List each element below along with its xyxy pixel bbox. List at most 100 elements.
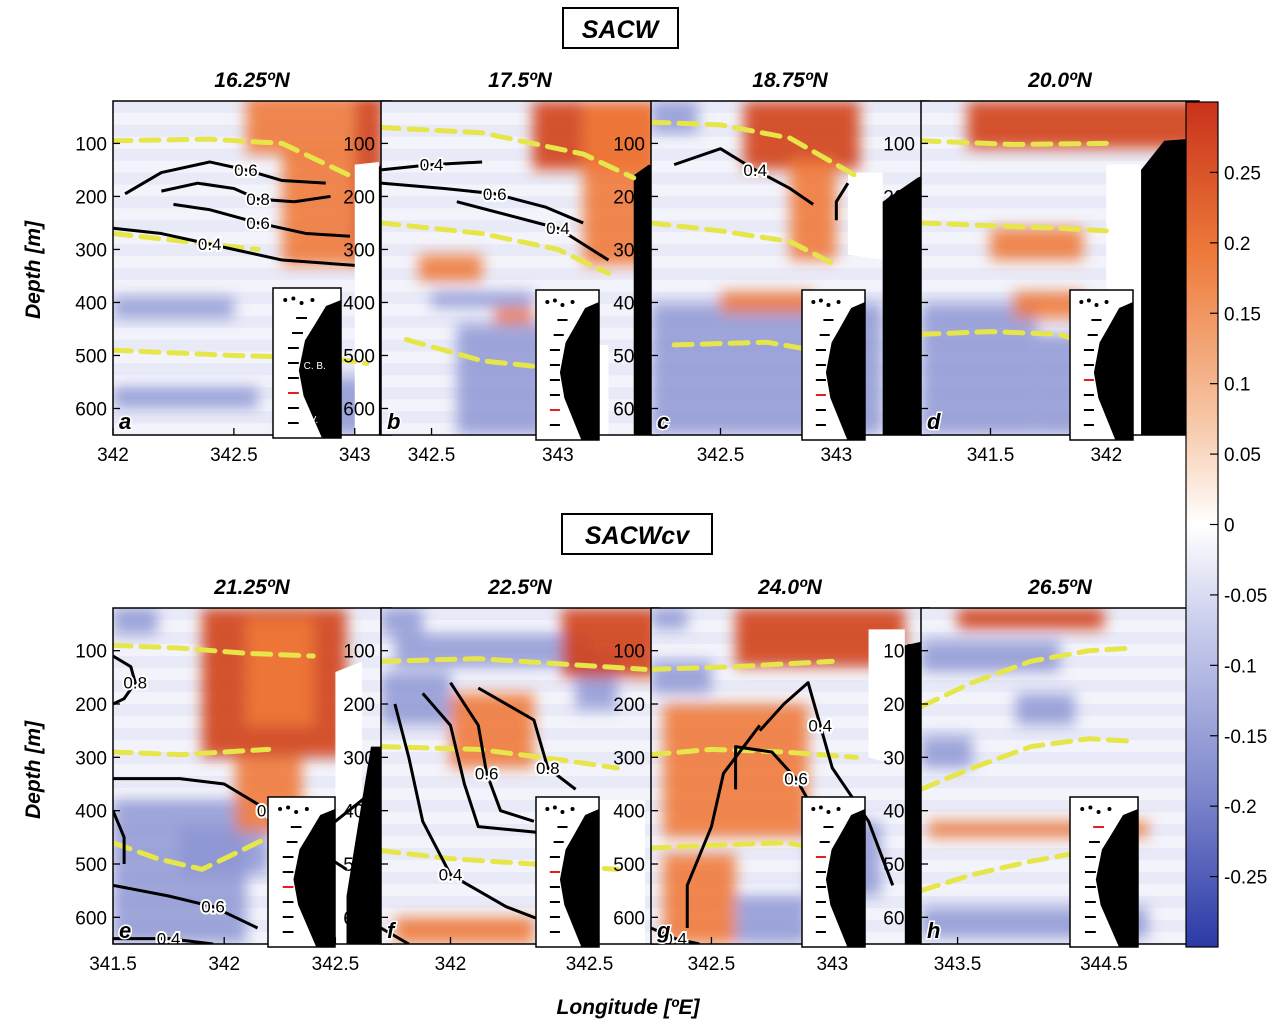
y-tick-label: 300 — [343, 748, 375, 769]
y-tick-label: 400 — [343, 293, 375, 314]
y-tick-label: 400 — [75, 293, 107, 314]
field-band — [921, 776, 1199, 788]
island-dot — [1096, 810, 1101, 814]
inset-label: C. B. — [304, 361, 326, 372]
no-data-area — [589, 800, 646, 944]
inset-map — [267, 796, 336, 948]
negative-anomaly — [113, 608, 158, 635]
y-tick-label: 100 — [613, 134, 645, 155]
y-tick-label: 500 — [883, 855, 915, 876]
contour-label: 0.4 — [808, 716, 832, 735]
island-dot — [811, 300, 816, 304]
x-tick-label: 342.5 — [408, 445, 456, 466]
contour-line — [685, 724, 761, 928]
contour-line — [651, 926, 700, 944]
island-dot — [552, 298, 557, 303]
panel-letter: g — [656, 918, 671, 943]
y-tick-label: 300 — [613, 240, 645, 261]
y-tick-label: 100 — [75, 642, 107, 663]
positive-anomaly — [245, 101, 355, 155]
coast-land — [825, 809, 865, 947]
field-band — [113, 172, 391, 185]
negative-anomaly — [651, 101, 698, 133]
panel-field: 0.6 0.8 0.6 0.4 — [113, 101, 391, 435]
field-band — [113, 291, 391, 304]
y-tick-label: 300 — [883, 240, 915, 261]
island-dot — [304, 807, 309, 811]
positive-anomaly — [494, 307, 533, 324]
field-band — [381, 124, 659, 137]
island-dot — [294, 810, 299, 814]
island-dot — [545, 300, 550, 304]
positive-anomaly — [957, 608, 1104, 630]
y-tick-label: 600 — [75, 908, 107, 929]
island-dot — [1104, 300, 1109, 304]
island-dot — [818, 805, 823, 810]
x-tick-label: 343.5 — [934, 954, 982, 975]
colorbar-tick-label: 0.2 — [1224, 234, 1250, 255]
field-band — [921, 728, 1199, 740]
negative-anomaly — [921, 640, 1060, 672]
panel-title: 26.5ºN — [1027, 576, 1093, 599]
x-tick-label: 342 — [1090, 445, 1122, 466]
water-mass-boundary — [381, 744, 620, 771]
field-band — [113, 339, 391, 352]
water-mass-boundary — [921, 736, 1136, 792]
island-dot — [1086, 298, 1091, 303]
field-band — [921, 148, 1199, 161]
group-title-sacwcv: SACWcv — [561, 513, 713, 555]
inset-map — [535, 796, 600, 948]
island-dot — [826, 303, 831, 307]
panel-title: 24.0ºN — [757, 576, 823, 599]
coast-land — [559, 302, 599, 440]
island-dot — [1080, 807, 1085, 811]
panel-e: 0.80.80.60.421.25ºNe10020030040050060034… — [75, 576, 392, 975]
island-dot — [1094, 303, 1099, 307]
inset-map — [801, 289, 866, 441]
coast-land — [1095, 809, 1138, 947]
panel-c: 0.4 18.75ºN c 100 200 300 400 500 600 342.5 343 — [613, 69, 930, 466]
water-mass-boundary — [651, 658, 835, 672]
coast-land — [825, 302, 865, 440]
water-mass-boundary — [113, 231, 261, 252]
contour-line — [393, 703, 563, 930]
contour-line — [161, 181, 331, 204]
x-tick-label: 343 — [339, 445, 371, 466]
panel-field — [921, 101, 1199, 435]
y-tick-label: 100 — [75, 134, 107, 155]
negative-anomaly — [113, 297, 234, 319]
panel-letter: h — [927, 918, 940, 943]
contour-line — [456, 200, 610, 262]
contour-line — [173, 202, 350, 238]
no-data-area — [354, 161, 379, 435]
contour-label: 0.4 — [157, 930, 181, 949]
island-dot — [278, 807, 283, 811]
coast-land — [293, 809, 335, 947]
y-tick-label: 500 — [75, 346, 107, 367]
island-dot — [570, 807, 575, 811]
colorbar-tick-label: 0 — [1224, 516, 1235, 537]
panel-h: 26.5ºN h 100 200 300 400 500 600 343.5 344.5 — [883, 576, 1200, 975]
contour-label: 0.4 — [439, 866, 463, 885]
y-tick-label: 500 — [613, 855, 645, 876]
y-tick-label: 200 — [75, 695, 107, 716]
field-band — [381, 172, 659, 185]
coast-land — [298, 300, 341, 438]
x-tick-label: 342.5 — [697, 445, 745, 466]
contour-line — [113, 810, 126, 864]
y-tick-label: 200 — [883, 695, 915, 716]
positive-anomaly — [282, 148, 355, 266]
water-mass-boundary — [921, 138, 1109, 147]
negative-anomaly — [921, 736, 973, 768]
y-tick-label: 200 — [613, 695, 645, 716]
colorbar-tick-label: -0.05 — [1224, 586, 1267, 607]
land-mask — [1141, 138, 1199, 435]
contour-line — [113, 226, 355, 267]
y-tick-label: 300 — [883, 748, 915, 769]
positive-anomaly — [418, 254, 483, 282]
y-tick-label: 200 — [343, 695, 375, 716]
field-band — [381, 220, 659, 233]
contour-line — [449, 681, 535, 823]
y-tick-label: 300 — [75, 240, 107, 261]
contour-label: 0.4 — [420, 156, 444, 175]
